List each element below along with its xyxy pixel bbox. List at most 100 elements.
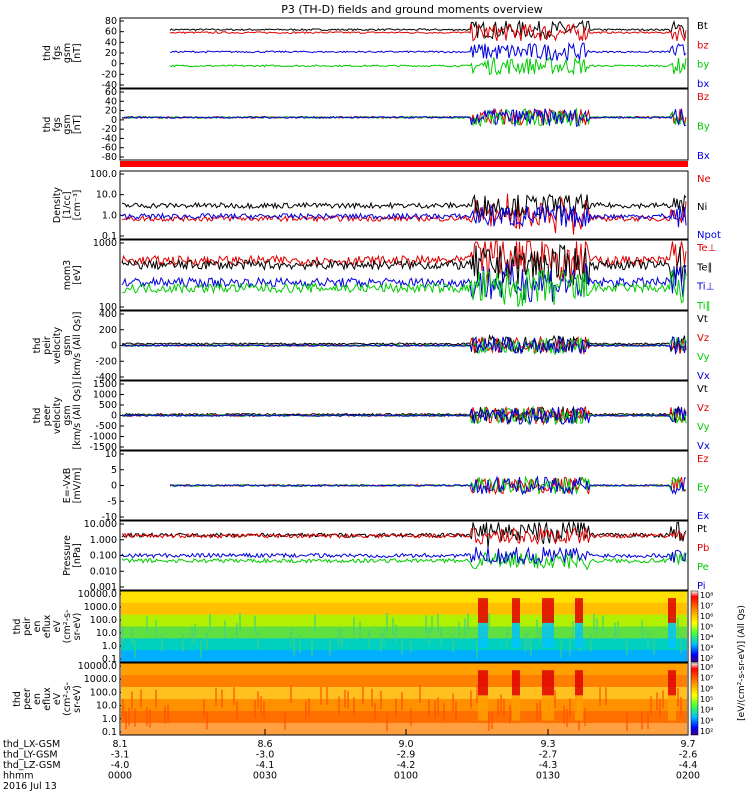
y-tick-label: 400 — [99, 309, 117, 320]
colorbar-tick: 10⁵ — [700, 623, 713, 632]
y-label-line: (cm²-s- — [62, 682, 73, 716]
x-row-label: thd_LZ-GSM — [3, 760, 61, 771]
spectrogram-streak — [344, 689, 346, 708]
spectrogram-event — [575, 670, 583, 696]
legend-Vy: Vy — [697, 422, 710, 433]
spectrogram-streak — [653, 637, 655, 656]
spectrogram-streak — [314, 614, 316, 633]
spectrogram-streak — [476, 685, 478, 704]
series-line-Ti⊥ — [121, 261, 687, 303]
spectrogram-streak — [191, 626, 193, 645]
legend-Ti∥: Ti∥ — [696, 301, 711, 312]
spectrogram-streak — [155, 620, 157, 638]
x-row-value: -2.9 — [397, 750, 416, 761]
spectrogram-streak — [236, 701, 238, 720]
y-label-line: gsm — [62, 335, 73, 355]
spectrogram-streak — [650, 696, 652, 715]
spectrogram-band — [121, 638, 687, 651]
spectrogram-event-low — [575, 622, 583, 648]
spectrogram-streak — [527, 631, 529, 649]
spectrogram-streak — [290, 628, 292, 646]
panel-frame — [119, 239, 689, 311]
spectrogram-streak — [338, 628, 340, 647]
y-tick-label: 40 — [105, 96, 117, 107]
panel-9: 10000.0 1000.0 100.0 10.0 1.0 0.1 thd peir en efl… — [12, 589, 689, 665]
legend-Te∥: Te∥ — [696, 262, 713, 273]
y-tick-label: -200 — [95, 356, 117, 367]
spectrogram-streak — [125, 711, 127, 730]
spectrogram-event-low — [478, 695, 488, 721]
y-tick-label: 1.0 — [102, 641, 117, 652]
y-tick-label: 0 — [111, 481, 117, 492]
spectrogram-band — [121, 602, 687, 616]
y-tick-label: 20 — [105, 106, 117, 117]
legend-Pe: Pe — [697, 562, 709, 573]
spectrogram-event-low — [512, 622, 520, 648]
spectrogram-band — [121, 663, 687, 676]
y-tick-label: 0.1 — [102, 231, 117, 242]
spectrogram-streak — [161, 633, 163, 652]
spectrogram-streak — [590, 634, 592, 652]
spectrogram-streak — [236, 623, 238, 641]
y-axis-label: E=-VxB [mV/m] — [62, 468, 83, 504]
y-label-line: [nT] — [72, 43, 83, 62]
y-tick-label: 0.010 — [90, 566, 117, 577]
spectrogram-streak — [371, 688, 373, 707]
x-row-value: 9.3 — [540, 739, 555, 750]
figure-title: P3 (TH-D) fields and ground moments over… — [281, 3, 543, 16]
y-axis-label: thd fgs gsm [nT] — [42, 43, 83, 63]
spectrogram-streak — [353, 617, 355, 635]
x-row-value: -4.0 — [111, 760, 130, 771]
spectrogram-band — [121, 687, 687, 700]
spectrogram-streak — [299, 635, 301, 653]
spectrogram-streak — [149, 709, 151, 728]
legend-Vx: Vx — [697, 441, 710, 452]
y-label-line: en — [32, 693, 43, 705]
spectrogram-band — [121, 711, 687, 724]
y-label-line: thd — [12, 619, 23, 635]
panel-10: 10000.0 1000.0 100.0 10.0 1.0 0.1 thd peer en efl… — [12, 661, 689, 738]
y-label-line: Pressure — [62, 535, 73, 576]
y-tick-label: 0 — [111, 341, 117, 352]
x-row-value: 9.7 — [680, 739, 695, 750]
y-tick-label: 1000.0 — [84, 602, 117, 613]
series-line-bx — [169, 41, 687, 61]
y-tick-label: 1.0 — [102, 714, 117, 725]
spectrogram-streak — [437, 697, 439, 716]
x-row-value: -3.1 — [111, 750, 130, 761]
x-row-value: 0100 — [394, 771, 418, 782]
y-tick-label: 0.1 — [102, 727, 117, 738]
spectrogram-streak — [419, 684, 421, 703]
y-label-line: eflux — [42, 687, 53, 711]
legend-bx: bx — [697, 79, 709, 90]
x-row-value: 0200 — [676, 771, 700, 782]
y-tick-label: 1.0 — [102, 210, 117, 221]
spectrogram-event — [542, 598, 554, 623]
y-tick-label: -10 — [101, 512, 117, 523]
y-label-line: gsm — [62, 405, 73, 425]
y-tick-label: -40 — [101, 133, 117, 144]
spectrogram-event — [668, 598, 676, 623]
colorbar-tick: 10⁴ — [700, 633, 713, 642]
spectrogram-streak — [290, 685, 292, 704]
spectrogram-streak — [437, 613, 439, 632]
spectrogram-streak — [539, 628, 541, 646]
y-label-line: eV — [52, 620, 63, 633]
spectrogram-streak — [362, 686, 364, 705]
spectrogram-streak — [659, 698, 661, 717]
series-line-bz — [169, 22, 687, 42]
y-label-line: [nT] — [72, 115, 83, 134]
spectrogram-streak — [458, 622, 460, 641]
spectrogram-streak — [626, 713, 628, 732]
y-axis-label: thd peer en eflux eV (cm²-s-sr-eV) — [12, 682, 83, 716]
y-label-line: fgs — [52, 46, 63, 60]
panel-frame-top — [119, 662, 689, 736]
y-tick-label: -400 — [95, 372, 117, 383]
spectrogram-streak — [569, 698, 571, 717]
series-line-Te⊥ — [121, 240, 687, 287]
legend-Npot: Npot — [697, 230, 721, 241]
y-tick-label: 80 — [105, 16, 117, 27]
